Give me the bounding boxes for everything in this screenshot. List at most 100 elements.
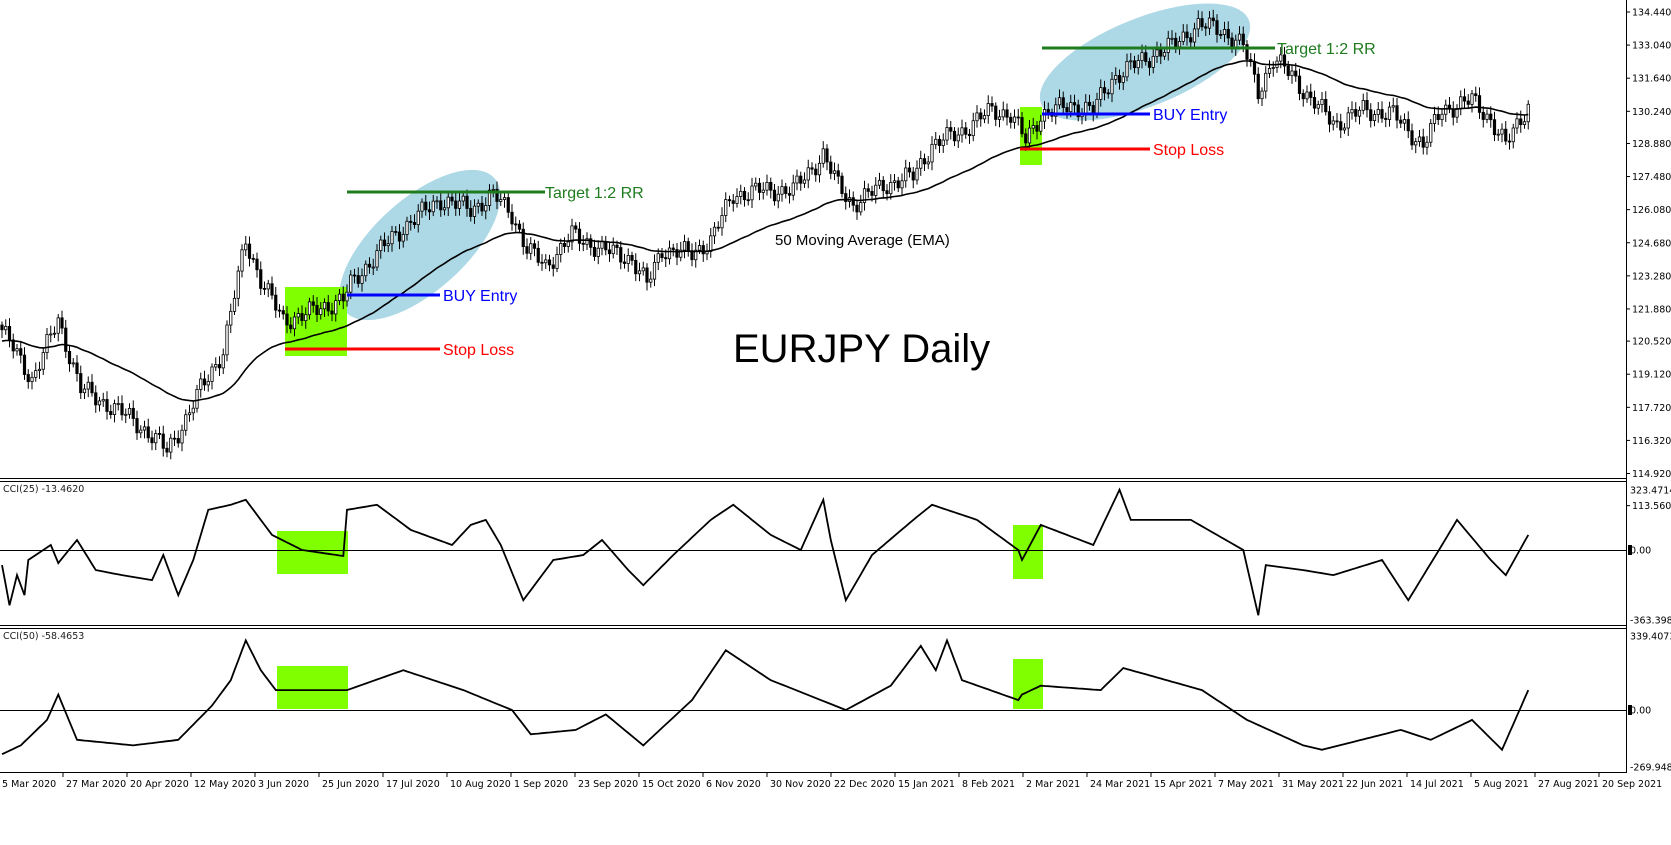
candle (1305, 85, 1309, 103)
candle (1425, 135, 1429, 155)
candle-body (851, 197, 855, 206)
candle-body (859, 202, 863, 213)
candle (949, 120, 953, 140)
candle-body (15, 348, 19, 352)
candle (990, 96, 994, 112)
candle-body (11, 339, 15, 352)
candle-body (754, 182, 758, 187)
candle (716, 221, 720, 232)
candle-body (397, 231, 402, 242)
candle (405, 216, 409, 241)
candle (236, 265, 240, 307)
candle (322, 298, 327, 318)
y-tick-label: 131.640 (1632, 74, 1671, 85)
candle (589, 234, 593, 256)
candle (836, 163, 840, 185)
candle (75, 355, 79, 382)
candle-body (765, 181, 769, 191)
candle-body (660, 253, 664, 258)
candle (217, 356, 222, 377)
candle-body (285, 313, 289, 326)
candle-body (911, 171, 915, 181)
candle-body (4, 326, 8, 331)
candle (731, 193, 735, 212)
candle-body (1129, 60, 1133, 63)
candle-body (1399, 119, 1403, 124)
candle (1320, 92, 1324, 113)
candle-body (1181, 31, 1185, 42)
candle (630, 251, 634, 266)
candle-body (529, 243, 533, 254)
candle (686, 237, 690, 257)
candle (1395, 97, 1399, 129)
candle-body (439, 200, 443, 211)
candle (735, 188, 739, 208)
candle-body (247, 243, 252, 259)
candle-body (619, 247, 623, 263)
candle (435, 196, 439, 209)
candle (926, 156, 930, 170)
candle (769, 177, 773, 199)
candle-body (191, 407, 195, 414)
candle-body (124, 413, 128, 416)
x-tick-label: 27 Aug 2021 (1538, 779, 1599, 790)
candle-body (1110, 78, 1114, 95)
candle-body (656, 253, 660, 263)
candle (934, 131, 938, 150)
candle (1331, 115, 1335, 131)
candle (49, 325, 53, 343)
chart-title: EURJPY Daily (733, 327, 990, 371)
candle (1455, 104, 1459, 123)
candle (641, 261, 645, 276)
candle (386, 235, 390, 253)
candle (1256, 67, 1260, 104)
candle-body (484, 205, 488, 212)
candle-body (1031, 125, 1035, 129)
candle (1369, 103, 1373, 128)
candle (1474, 86, 1478, 102)
candle (251, 254, 255, 263)
candle-body (345, 291, 349, 302)
candle (221, 348, 225, 374)
candle (1076, 99, 1080, 122)
y-tick-label: 116.320 (1632, 436, 1671, 447)
candle-body (1365, 100, 1369, 111)
candle (116, 396, 120, 411)
candle (690, 243, 694, 267)
candle (1057, 89, 1062, 110)
candle-body (919, 158, 923, 169)
candle (862, 180, 867, 211)
candle-body (885, 190, 889, 195)
candle-body (1316, 104, 1320, 109)
candle (379, 235, 383, 259)
candle-body (829, 161, 833, 174)
price-candles (0, 9, 1530, 460)
candle-body (289, 324, 293, 330)
candle-body (214, 364, 218, 368)
candle-body (1237, 33, 1242, 41)
x-tick-label: 12 May 2020 (194, 779, 256, 790)
y-tick-label: 323.4714 (1630, 486, 1671, 497)
x-tick-label: 8 Feb 2021 (962, 779, 1015, 790)
candle-body (202, 378, 207, 386)
candle-body (1369, 109, 1373, 122)
candle-body (735, 196, 739, 204)
candle-body (649, 278, 653, 283)
candle-body (979, 112, 983, 120)
candle (997, 109, 1002, 128)
candle-body (405, 220, 409, 235)
candle (199, 372, 203, 398)
candle-body (435, 200, 439, 203)
candle (1181, 24, 1185, 46)
candle (214, 357, 218, 371)
y-tick-label: 123.280 (1632, 271, 1671, 282)
target-label-2: Target 1:2 RR (1277, 41, 1376, 58)
candle-body (139, 429, 143, 434)
candle-body (630, 255, 634, 261)
candle (109, 404, 113, 419)
candle (15, 344, 19, 356)
candle (97, 396, 102, 412)
candle-body (577, 228, 582, 244)
candle (225, 320, 229, 362)
candle (266, 279, 270, 298)
